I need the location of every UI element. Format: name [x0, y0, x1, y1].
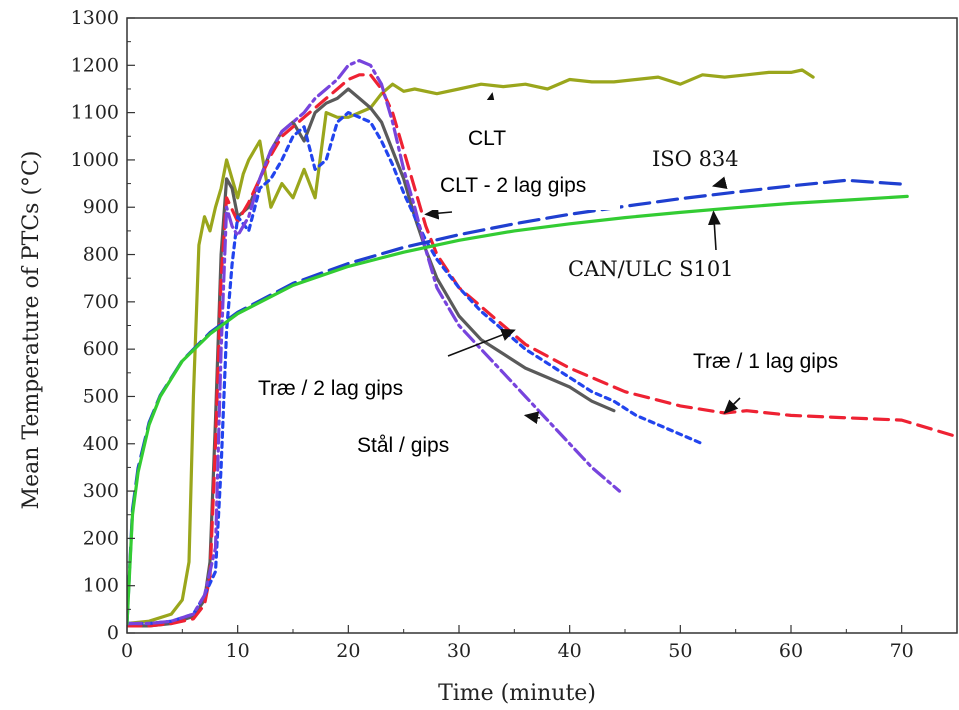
series-line-staal-gips	[127, 59, 622, 626]
y-tick-label: 300	[83, 480, 119, 502]
series-line-trae-2-lag-gips	[127, 111, 705, 626]
y-axis-title: Mean Temperature of PTCs (°C)	[19, 151, 44, 510]
y-tick-label: 1100	[71, 102, 119, 124]
annotation-arrow-staal-gips	[523, 411, 541, 424]
y-tick-label: 1000	[71, 149, 119, 171]
label-clt-2-lag-gips: CLT - 2 lag gips	[440, 174, 586, 197]
y-tick-label: 600	[83, 338, 119, 360]
x-tick-label: 40	[558, 640, 582, 662]
label-box-trae-1-lag-gips	[678, 336, 892, 386]
label-can-ulc-s101: CAN/ULC S101	[568, 257, 734, 281]
label-iso-834: ISO 834	[652, 147, 739, 171]
label-layer: CLT CLT - 2 lag gips ISO 834 CAN/ULC S10…	[243, 100, 892, 468]
y-tick-label: 0	[107, 622, 119, 644]
x-tick-label: 60	[779, 640, 803, 662]
series-layer	[127, 59, 957, 628]
series-line-trae-1-lag-gips	[127, 73, 957, 628]
y-tick-label: 900	[83, 196, 119, 218]
tick-layer: 0 10 20 30 40 50 60 700100200300400500600700800…	[71, 7, 914, 662]
annotation-arrow-trae-2-lag-gips	[447, 328, 516, 357]
annotation-arrow-iso-834	[711, 176, 728, 189]
x-tick-label: 50	[668, 640, 692, 662]
plot-frame	[126, 17, 958, 634]
annotation-arrow-can-ulc-s101	[707, 210, 721, 251]
y-tick-label: 800	[83, 244, 119, 266]
label-staal-gips: Stål / gips	[357, 434, 449, 457]
y-tick-label: 500	[83, 385, 119, 407]
series-line-can-ulc-s101	[127, 194, 909, 626]
label-box-staal-gips	[342, 418, 490, 468]
x-tick-label: 20	[336, 640, 360, 662]
label-clt: CLT	[468, 127, 506, 150]
label-trae-2-lag-gips: Træ / 2 lag gips	[258, 377, 403, 400]
label-box-clt-2-lag-gips	[425, 160, 620, 210]
y-tick-label: 400	[83, 433, 119, 455]
y-tick-label: 1200	[71, 54, 119, 76]
label-box-clt	[450, 100, 535, 158]
annotation-arrow-trae-1-lag-gips	[723, 397, 741, 415]
label-box-trae-2-lag-gips	[243, 360, 463, 410]
x-axis-title: Time (minute)	[438, 681, 596, 706]
y-tick-label: 200	[83, 527, 119, 549]
x-tick-label: 70	[890, 640, 914, 662]
arrow-layer	[424, 92, 741, 424]
annotation-arrow-clt-2-lag-gips	[424, 206, 453, 220]
y-tick-label: 100	[83, 575, 119, 597]
x-tick-label: 30	[447, 640, 471, 662]
x-tick-label: 0	[121, 640, 133, 662]
y-tick-label: 700	[83, 291, 119, 313]
label-trae-1-lag-gips: Træ / 1 lag gips	[693, 350, 838, 373]
axes-layer	[126, 17, 958, 634]
x-tick-label: 10	[226, 640, 250, 662]
y-tick-label: 1300	[71, 7, 119, 29]
